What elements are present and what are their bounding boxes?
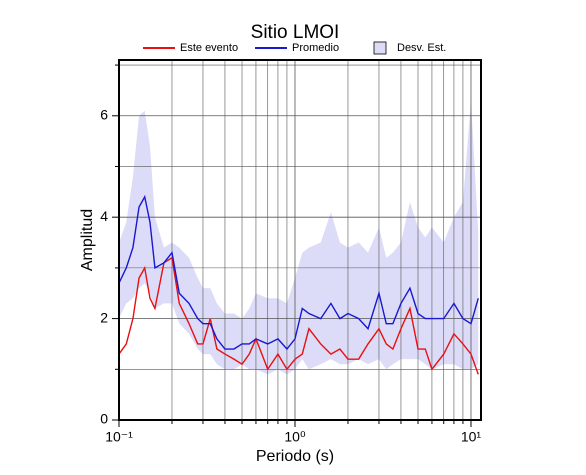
series-line: [118, 256, 479, 375]
y-tick-label: 6: [100, 106, 108, 122]
x-tick-label: 10⁰: [284, 429, 306, 445]
series-line: [118, 194, 479, 351]
chart-title: Sitio LMOI: [251, 22, 340, 43]
legend-box: [373, 41, 387, 55]
x-tick-label: 10¹: [461, 429, 482, 445]
std-band: [119, 100, 479, 375]
legend-label: Promedio: [292, 42, 339, 54]
legend-label: Este evento: [180, 42, 238, 54]
y-axis-label: Amplitud: [79, 209, 96, 271]
legend-label: Desv. Est.: [397, 42, 446, 54]
y-tick-label: 4: [100, 208, 108, 224]
x-tick-label: 10⁻¹: [105, 429, 133, 445]
y-tick-label: 2: [100, 309, 108, 325]
y-tick-label: 0: [100, 411, 108, 427]
x-axis-label: Periodo (s): [256, 448, 334, 465]
plot-frame: [118, 59, 482, 421]
